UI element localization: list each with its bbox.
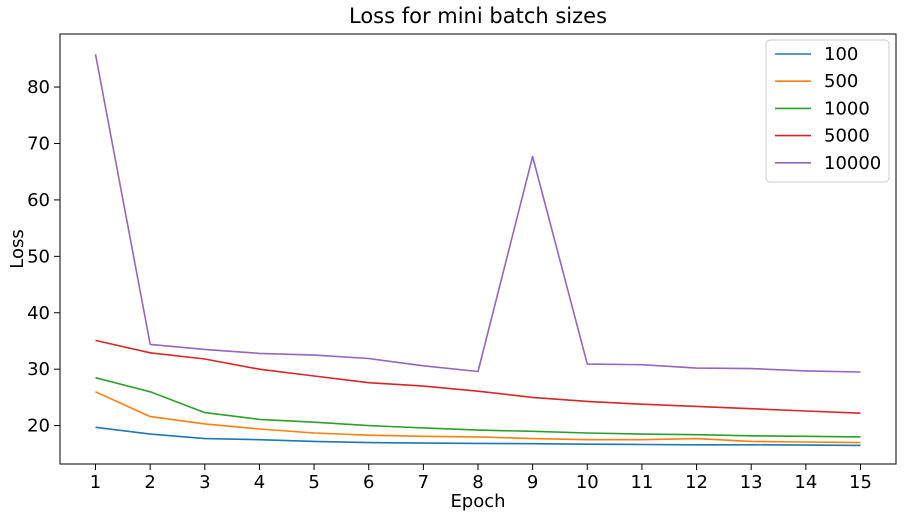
x-tick-label: 13 bbox=[740, 472, 763, 493]
legend-label-1000: 1000 bbox=[824, 98, 870, 119]
chart-title: Loss for mini batch sizes bbox=[349, 4, 607, 28]
x-axis: 1 2 3 4 5 6 7 8 9 10 11 12 13 14 15 bbox=[90, 464, 872, 493]
y-axis-title: Loss bbox=[7, 229, 28, 268]
y-tick-label: 30 bbox=[27, 359, 50, 380]
legend: 100 500 1000 5000 10000 bbox=[765, 39, 890, 183]
x-tick-label: 14 bbox=[794, 472, 817, 493]
series-line-10000 bbox=[94, 54, 861, 373]
x-tick-label: 1 bbox=[90, 472, 101, 493]
series-line-100 bbox=[95, 426, 861, 447]
y-tick-label: 20 bbox=[27, 416, 50, 437]
y-tick-label: 40 bbox=[27, 303, 50, 324]
series-line-500 bbox=[95, 391, 861, 444]
x-tick-label: 4 bbox=[254, 472, 265, 493]
legend-box bbox=[765, 39, 890, 183]
plot-area bbox=[94, 54, 861, 447]
x-tick-label: 2 bbox=[144, 472, 155, 493]
x-tick-label: 12 bbox=[685, 472, 708, 493]
y-axis: 20 30 40 50 60 70 80 bbox=[27, 77, 60, 437]
x-tick-label: 5 bbox=[308, 472, 319, 493]
x-axis-title: Epoch bbox=[450, 491, 505, 512]
x-tick-label: 7 bbox=[418, 472, 429, 493]
x-tick-label: 10 bbox=[576, 472, 599, 493]
x-tick-label: 9 bbox=[527, 472, 538, 493]
y-tick-label: 50 bbox=[27, 246, 50, 267]
y-tick-label: 70 bbox=[27, 133, 50, 154]
series-line-5000 bbox=[95, 339, 861, 414]
legend-label-100: 100 bbox=[824, 44, 858, 65]
legend-label-10000: 10000 bbox=[824, 153, 881, 174]
series-line-1000 bbox=[95, 376, 861, 438]
x-tick-label: 6 bbox=[363, 472, 374, 493]
x-tick-label: 11 bbox=[630, 472, 653, 493]
y-tick-label: 80 bbox=[27, 77, 50, 98]
x-tick-label: 15 bbox=[849, 472, 872, 493]
x-tick-label: 3 bbox=[199, 472, 210, 493]
y-tick-label: 60 bbox=[27, 190, 50, 211]
x-tick-label: 8 bbox=[472, 472, 483, 493]
legend-label-5000: 5000 bbox=[824, 126, 870, 147]
legend-label-500: 500 bbox=[824, 71, 858, 92]
